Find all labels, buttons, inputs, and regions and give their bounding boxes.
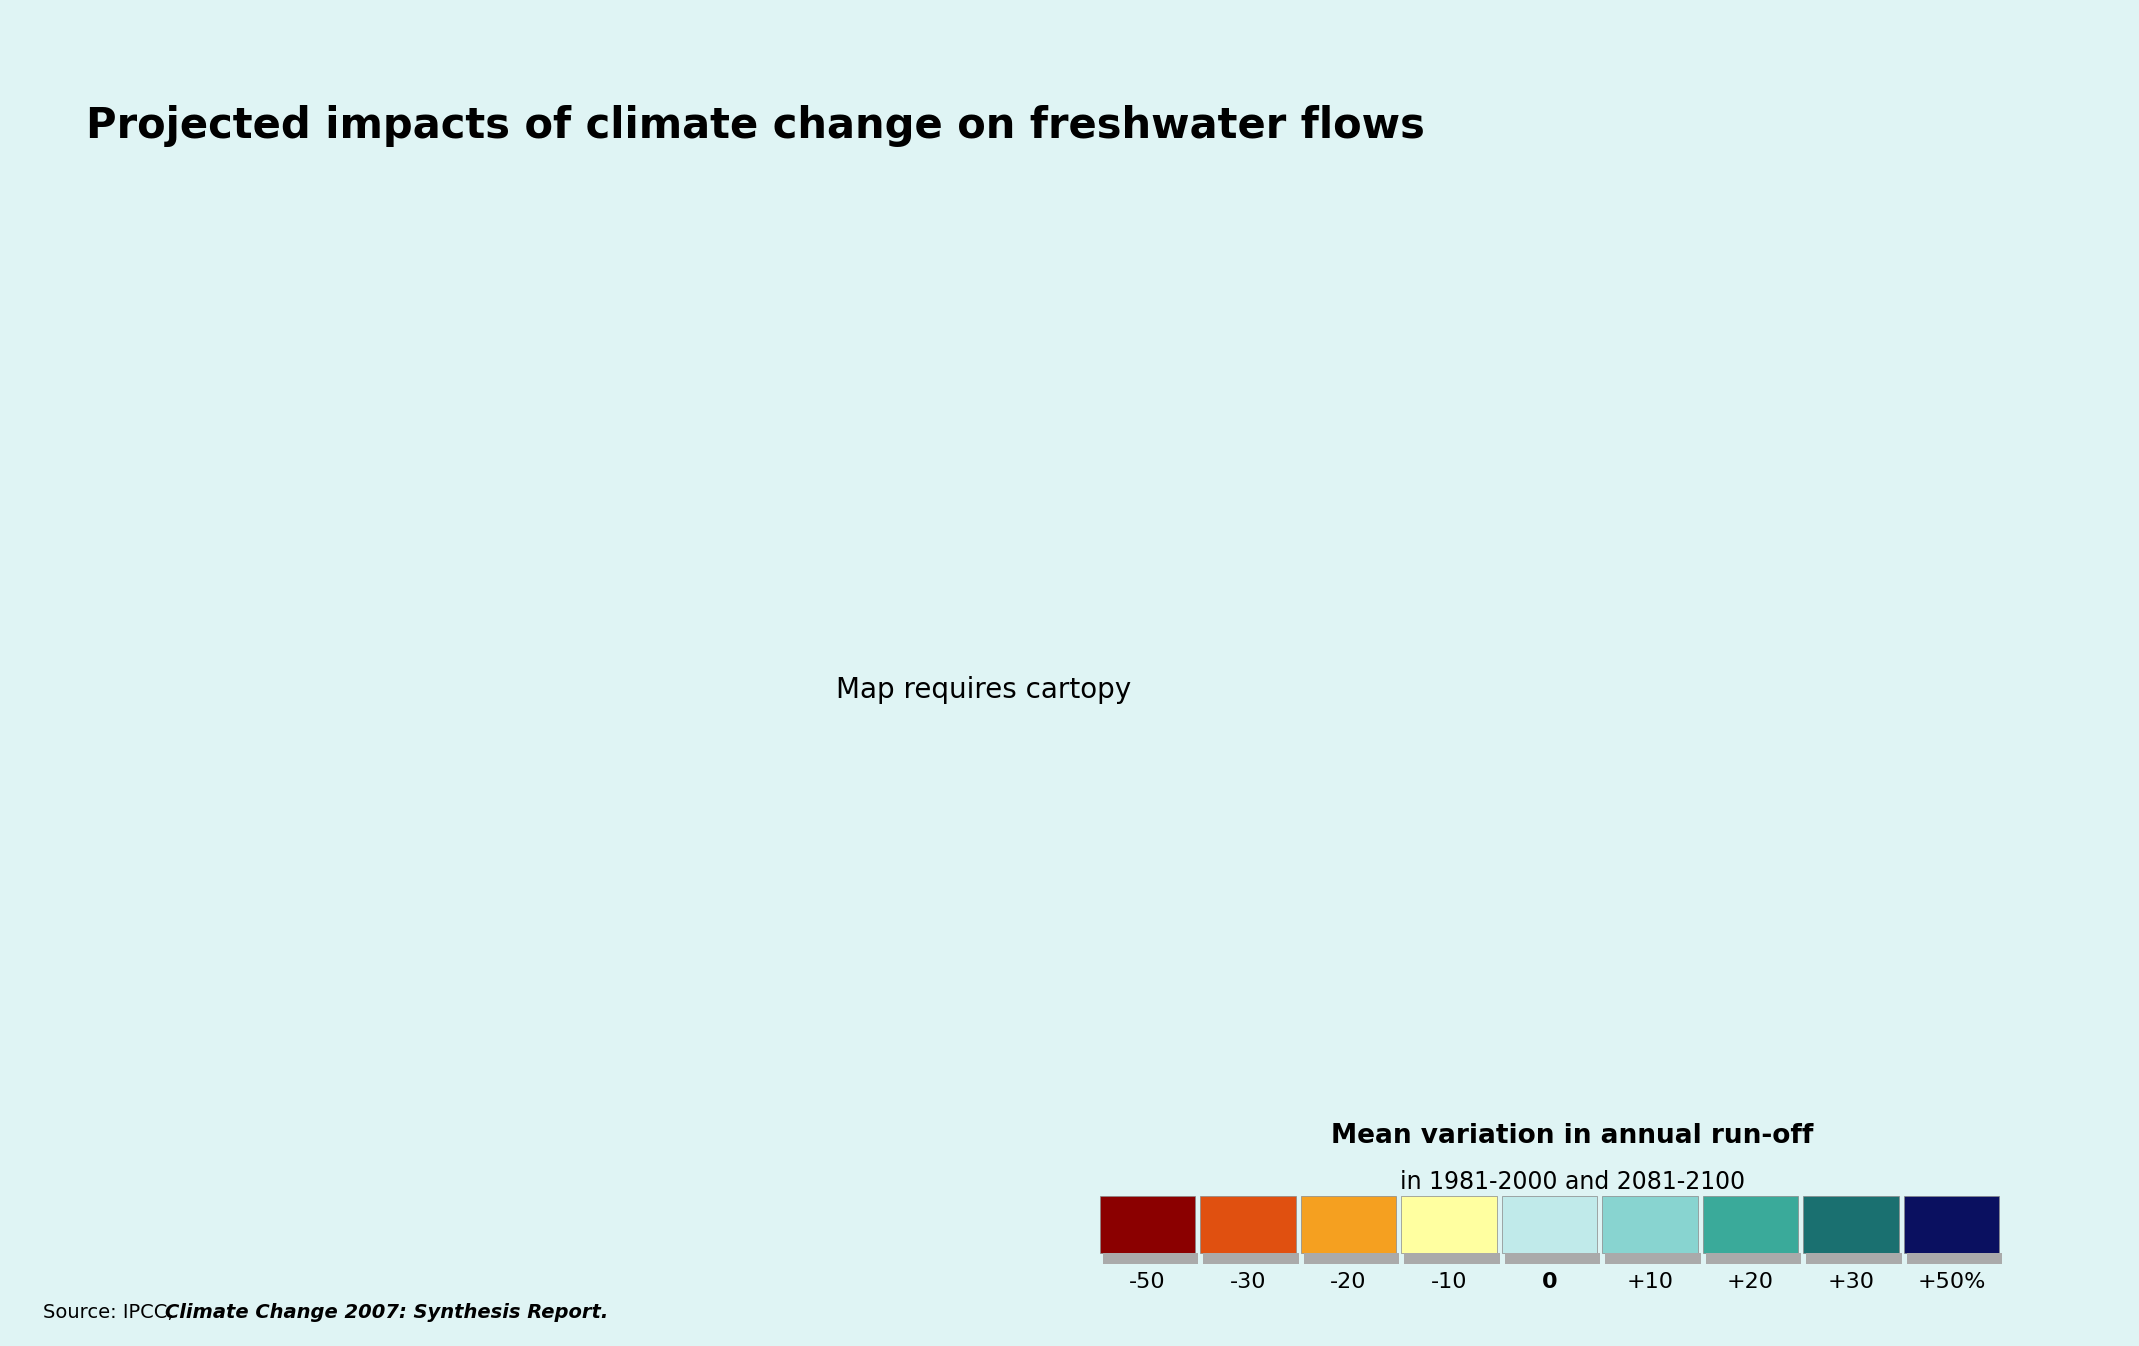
Text: Climate Change 2007: Synthesis Report.: Climate Change 2007: Synthesis Report.	[165, 1303, 607, 1322]
Bar	[1707, 1253, 1801, 1264]
Bar	[1807, 1253, 1902, 1264]
Text: Projected impacts of climate change on freshwater flows: Projected impacts of climate change on f…	[86, 105, 1425, 147]
Text: -30: -30	[1230, 1272, 1266, 1292]
Bar	[1904, 1197, 2000, 1253]
Bar	[1305, 1253, 1399, 1264]
Text: +30: +30	[1827, 1272, 1874, 1292]
Text: -50: -50	[1129, 1272, 1166, 1292]
Text: Mean variation in annual run-off: Mean variation in annual run-off	[1330, 1123, 1814, 1149]
Text: -20: -20	[1330, 1272, 1367, 1292]
Bar	[1401, 1197, 1497, 1253]
Bar	[1803, 1197, 1899, 1253]
Bar	[1204, 1253, 1298, 1264]
Bar	[1908, 1253, 2002, 1264]
Text: 0: 0	[1542, 1272, 1557, 1292]
Bar	[1703, 1197, 1799, 1253]
Bar	[1200, 1197, 1296, 1253]
Bar	[1602, 1197, 1698, 1253]
Text: -10: -10	[1431, 1272, 1467, 1292]
Text: Source: IPCC,: Source: IPCC,	[43, 1303, 180, 1322]
Bar	[1405, 1253, 1499, 1264]
Bar	[1301, 1197, 1397, 1253]
Text: +20: +20	[1726, 1272, 1773, 1292]
Bar	[1502, 1197, 1598, 1253]
Text: Map requires cartopy: Map requires cartopy	[836, 676, 1132, 704]
Bar	[1099, 1197, 1196, 1253]
Text: +50%: +50%	[1917, 1272, 1985, 1292]
Text: in 1981-2000 and 2081-2100: in 1981-2000 and 2081-2100	[1399, 1170, 1745, 1194]
Bar	[1606, 1253, 1701, 1264]
Bar	[1506, 1253, 1600, 1264]
Bar	[1104, 1253, 1198, 1264]
Text: +10: +10	[1626, 1272, 1673, 1292]
